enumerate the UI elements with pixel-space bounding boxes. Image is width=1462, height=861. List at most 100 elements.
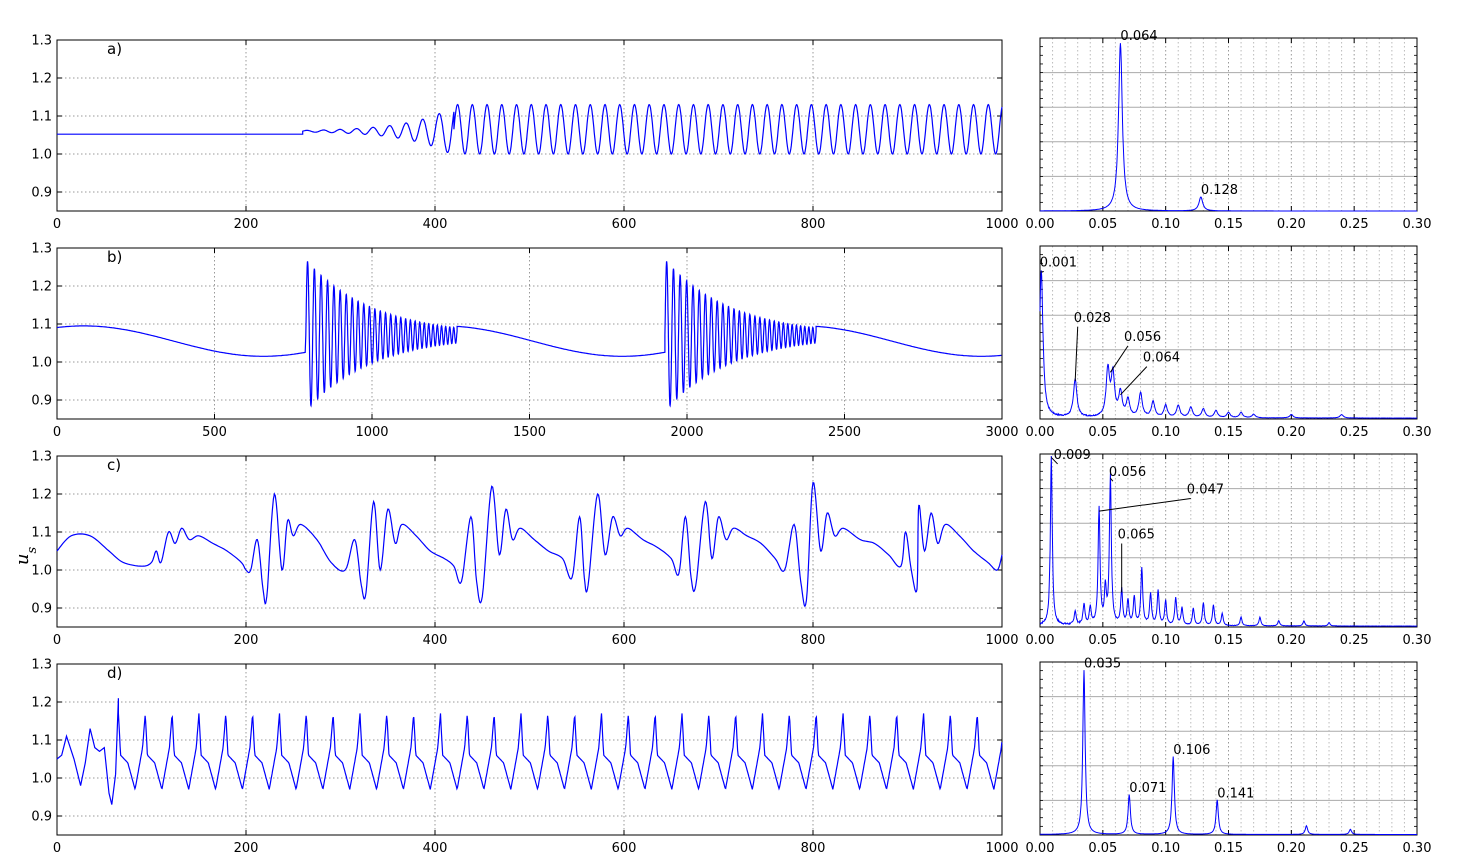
peak-leader [1109,477,1114,482]
time-b-xtick-label: 3000 [985,425,1018,440]
time-c-xtick-label: 400 [423,633,448,648]
peak-label: 0.028 [1074,311,1111,326]
peak-leader [1098,498,1191,512]
time-d-xtick-label: 400 [423,841,448,856]
spec-a-xtick-label: 0.00 [1026,217,1055,232]
time-a-ytick-label: 1.1 [31,110,52,125]
time-a-xtick-label: 400 [423,217,448,232]
spec-a-xtick-label: 0.05 [1088,217,1117,232]
panel-label-a: a) [107,40,122,58]
spectrum-panel-c: 0.00 0.05 0.10 0.15 0.20 0.25 0.30 0.009 0.056 0.… [1026,448,1432,648]
time-panel-d: 0 200 400 600 800 1000 0.9 1.0 1.1 1.2 1.3 d) [31,658,1018,857]
spec-a-xtick-label: 0.20 [1277,217,1306,232]
peak-label: 0.047 [1187,483,1224,498]
spec-d-xtick-label: 0.00 [1026,841,1055,856]
spec-c-xtick-label: 0.10 [1151,633,1180,648]
signal-line-c [56,481,1003,608]
peak-leader [1074,326,1079,381]
time-c-ytick-label: 1.0 [31,564,52,579]
spec-b-xtick-label: 0.10 [1151,425,1180,440]
time-b-xtick-label: 500 [202,425,227,440]
spec-d-xtick-label: 0.20 [1277,841,1306,856]
time-c-ytick-label: 1.3 [31,450,52,465]
panel-label-c: c) [107,456,121,474]
peak-label: 0.071 [1129,781,1166,796]
spec-a-xtick-label: 0.10 [1151,217,1180,232]
time-a-xtick-label: 600 [612,217,637,232]
spec-c-xtick-label: 0.15 [1214,633,1243,648]
time-d-ytick-label: 1.0 [31,772,52,787]
time-panel-c: 0 200 400 600 800 1000 0.9 1.0 1.1 1.2 1.3 c) [31,450,1018,649]
time-c-xtick-label: 0 [53,633,61,648]
spectrum-panel-a: 0.00 0.05 0.10 0.15 0.20 0.25 0.30 0.064 0.128 [1026,29,1432,232]
spec-c-xtick-label: 0.05 [1088,633,1117,648]
time-a-ytick-label: 0.9 [31,186,52,201]
time-d-ytick-label: 0.9 [31,810,52,825]
spec-b-xtick-label: 0.00 [1026,425,1055,440]
peak-leader [1109,345,1129,373]
time-c-frame [56,455,1003,628]
time-b-ytick-label: 1.3 [31,242,52,257]
time-a-xtick-label: 1000 [985,217,1018,232]
spec-c-xtick-label: 0.25 [1340,633,1369,648]
spec-d-xtick-label: 0.05 [1088,841,1117,856]
peak-leader [1120,366,1148,396]
time-a-ytick-label: 1.0 [31,148,52,163]
time-panel-b: 0 500 1000 1500 2000 2500 3000 0.9 1.0 1.1 1.2 1.3 b… [31,242,1018,441]
time-b-xtick-label: 1000 [355,425,388,440]
spec-b-frame [1039,245,1418,420]
peak-label: 0.064 [1143,351,1180,366]
time-b-ytick-label: 1.2 [31,280,52,295]
time-d-xtick-label: 1000 [985,841,1018,856]
spectrum-panel-d: 0.00 0.05 0.10 0.15 0.20 0.25 0.30 0.035 0.071 0.… [1026,657,1432,856]
time-b-ytick-label: 1.0 [31,356,52,371]
y-axis-label: us [12,547,40,566]
time-c-xtick-label: 200 [234,633,259,648]
spec-d-xtick-label: 0.10 [1151,841,1180,856]
spec-b-xtick-label: 0.30 [1403,425,1432,440]
spec-a-xtick-label: 0.25 [1340,217,1369,232]
spec-a-xtick-label: 0.15 [1214,217,1243,232]
time-b-xtick-label: 2500 [828,425,861,440]
time-a-frame [56,39,1003,212]
spec-d-xtick-label: 0.15 [1214,841,1243,856]
spectrum-panel-b: 0.00 0.05 0.10 0.15 0.20 0.25 0.30 0.001 0.028 0.… [1026,245,1432,440]
spec-b-xtick-label: 0.25 [1340,425,1369,440]
time-d-frame [56,663,1003,836]
spectrum-line-a [1040,43,1417,212]
spec-b-xtick-label: 0.20 [1277,425,1306,440]
time-b-ytick-label: 1.1 [31,318,52,333]
signal-line-a [57,103,1003,155]
time-d-xtick-label: 600 [612,841,637,856]
time-d-xtick-label: 0 [53,841,61,856]
panel-label-d: d) [107,664,122,682]
time-b-ytick-label: 0.9 [31,394,52,409]
spec-c-xtick-label: 0.30 [1403,633,1432,648]
time-d-ytick-label: 1.1 [31,734,52,749]
time-b-xtick-label: 0 [53,425,61,440]
peak-leader [1050,457,1058,465]
time-d-xtick-label: 200 [234,841,259,856]
time-b-xtick-label: 2000 [670,425,703,440]
spec-c-xtick-label: 0.20 [1277,633,1306,648]
time-b-frame [56,247,1003,420]
spec-d-frame [1039,661,1418,836]
time-c-xtick-label: 1000 [985,633,1018,648]
peak-label: 0.056 [1124,330,1161,345]
peak-label: 0.035 [1084,657,1121,672]
time-b-xtick-label: 1500 [513,425,546,440]
peak-label: 0.128 [1201,183,1238,198]
time-d-ytick-label: 1.2 [31,696,52,711]
spec-d-xtick-label: 0.30 [1403,841,1432,856]
peak-label: 0.064 [1120,29,1157,44]
peak-label: 0.065 [1118,528,1155,543]
time-c-xtick-label: 800 [801,633,826,648]
time-c-ytick-label: 1.1 [31,526,52,541]
time-a-xtick-label: 0 [53,217,61,232]
panel-label-b: b) [107,248,122,266]
signal-line-b [56,261,1002,408]
spec-d-xtick-label: 0.25 [1340,841,1369,856]
spectrum-line-d [1040,670,1417,835]
spec-b-xtick-label: 0.05 [1088,425,1117,440]
